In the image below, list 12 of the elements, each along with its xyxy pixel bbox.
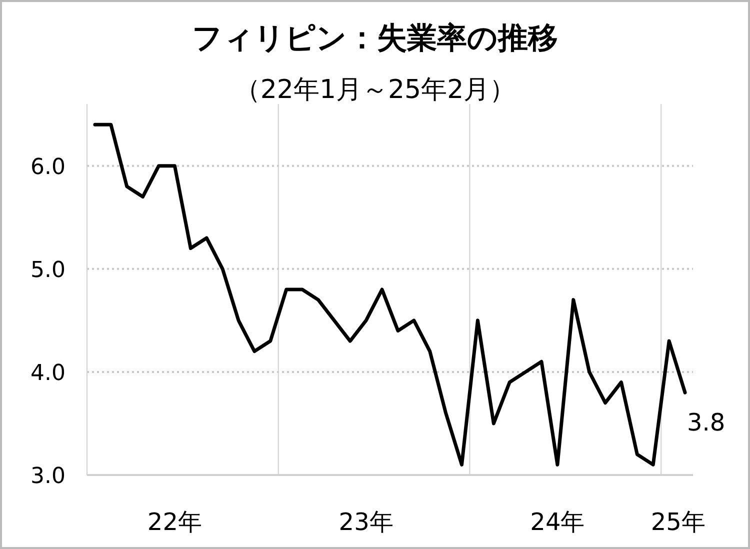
annotation: 3.8 bbox=[687, 408, 726, 437]
line-series bbox=[93, 122, 687, 466]
chart-subtitle: （22年1月～25年2月） bbox=[234, 75, 516, 105]
x-tick-label: 22年 bbox=[147, 508, 202, 536]
x-tick-label: 25年 bbox=[650, 508, 706, 536]
y-tick-label: 3.0 bbox=[30, 464, 66, 489]
y-tick-label: 4.0 bbox=[30, 360, 66, 386]
chart-title: フィリピン：失業率の推移 bbox=[192, 21, 558, 56]
y-tick-label: 5.0 bbox=[30, 258, 66, 283]
x-tick-label: 24年 bbox=[530, 508, 585, 536]
x-tick-label: 23年 bbox=[338, 508, 394, 536]
y-tick-label: 6.0 bbox=[30, 154, 66, 180]
